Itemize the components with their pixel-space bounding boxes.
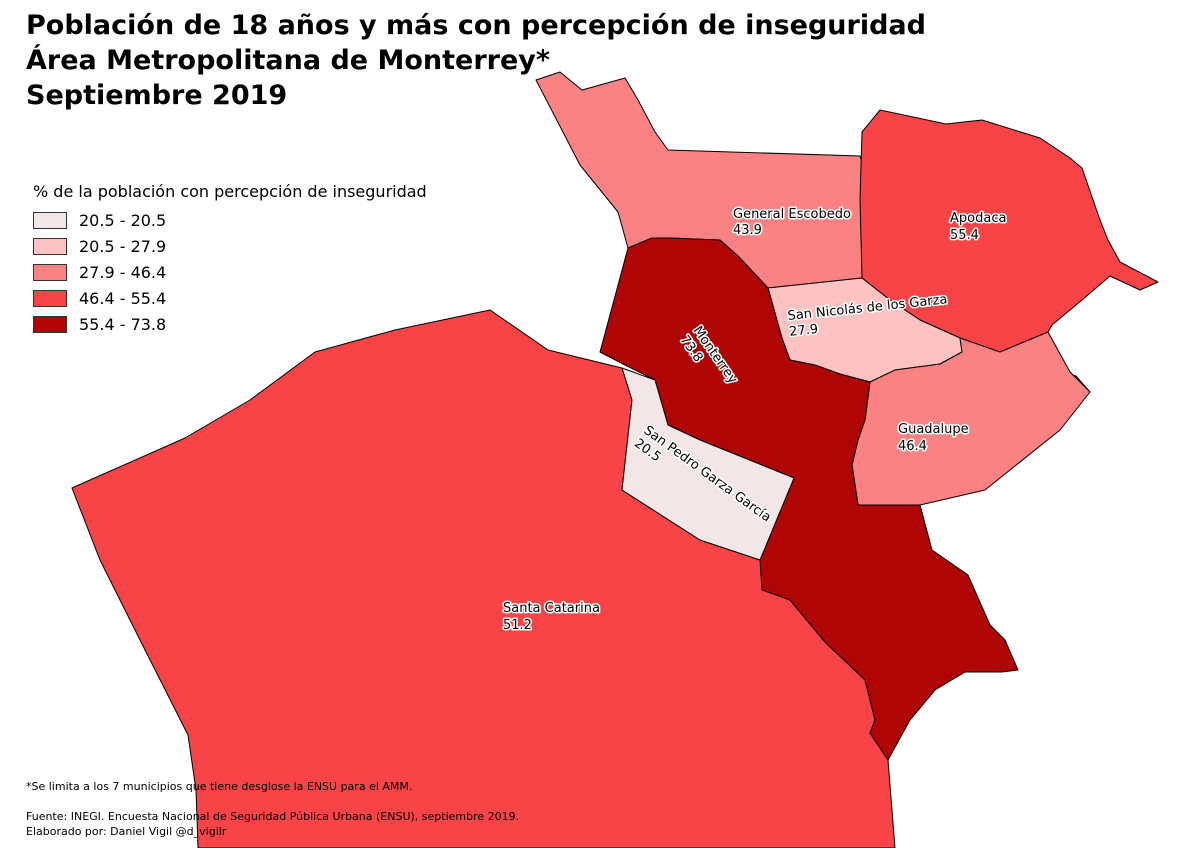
legend-item: 27.9 - 46.4 [33, 259, 427, 285]
map-title: Población de 18 años y más con percepció… [26, 8, 926, 113]
source-block: Fuente: INEGI. Encuesta Nacional de Segu… [26, 809, 519, 839]
label-name: Apodaca [950, 211, 1006, 226]
label-guadalupe: Guadalupe 46.4 [897, 421, 971, 456]
label-name: General Escobedo [733, 207, 851, 222]
label-name: Guadalupe [898, 422, 969, 437]
legend-label: 55.4 - 73.8 [79, 314, 167, 334]
label-value: 55.4 [950, 228, 979, 243]
label-value: 51.2 [503, 618, 532, 633]
legend-item: 20.5 - 20.5 [33, 207, 427, 233]
label-name: Santa Catarina [503, 601, 600, 616]
label-apodaca: Apodaca 55.4 [949, 210, 1008, 245]
legend-swatch [33, 237, 67, 255]
legend-swatch [33, 315, 67, 333]
legend-swatch [33, 263, 67, 281]
credit-text: Elaborado por: Daniel Vigil @d_vigilr [26, 825, 227, 838]
legend-label: 27.9 - 46.4 [79, 262, 167, 282]
footnote: *Se limita a los 7 municipios que tiene … [26, 780, 413, 793]
source-text: Fuente: INEGI. Encuesta Nacional de Segu… [26, 810, 520, 823]
legend-title: % de la población con percepción de inse… [33, 182, 427, 201]
label-santa-catarina: Santa Catarina 51.2 [502, 600, 602, 635]
legend-item: 46.4 - 55.4 [33, 285, 427, 311]
label-value: 46.4 [898, 439, 927, 454]
legend-swatch [33, 289, 67, 307]
legend-label: 46.4 - 55.4 [79, 288, 167, 308]
legend-label: 20.5 - 20.5 [79, 210, 167, 230]
title-line-2: Área Metropolitana de Monterrey* [26, 45, 551, 76]
legend-item: 55.4 - 73.8 [33, 311, 427, 337]
map-legend: % de la población con percepción de inse… [33, 182, 427, 337]
label-general-escobedo: General Escobedo 43.9 [732, 206, 853, 240]
title-line-1: Población de 18 años y más con percepció… [26, 10, 926, 41]
legend-item: 20.5 - 27.9 [33, 233, 427, 259]
label-value: 43.9 [733, 223, 762, 238]
legend-label: 20.5 - 27.9 [79, 236, 167, 256]
label-value: 27.9 [789, 322, 819, 340]
region-san-pedro [621, 367, 795, 561]
title-line-3: Septiembre 2019 [26, 80, 288, 111]
legend-swatch [33, 211, 67, 229]
